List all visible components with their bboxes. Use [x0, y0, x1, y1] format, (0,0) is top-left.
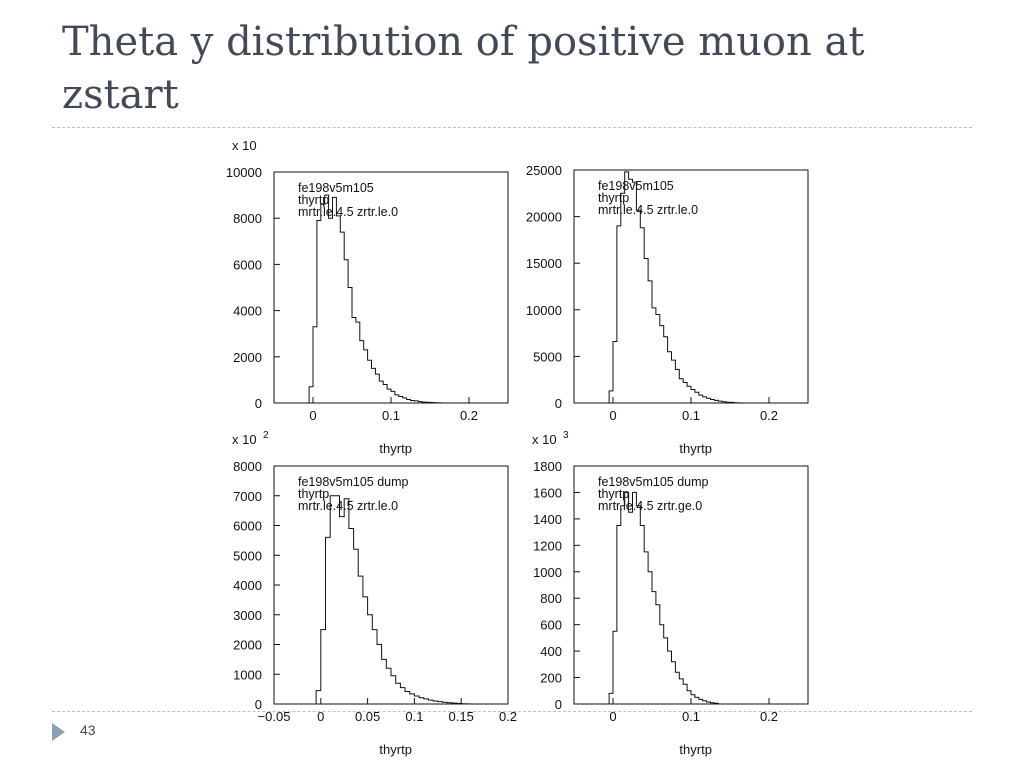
footer-divider [52, 711, 972, 712]
plot-4-y-tick-label: 1000 [533, 565, 562, 580]
plot-3-x-axis-label: thyrtp [379, 742, 412, 757]
plot-1-x-tick-label: 0 [309, 408, 316, 423]
plot-2-y-tick-label: 15000 [526, 256, 562, 271]
plot-2-x-tick-label: 0.1 [682, 408, 700, 423]
plot-1-scale-label: x 10 [232, 138, 257, 153]
slide-title: Theta y distribution of positive muon at… [62, 19, 865, 118]
plot-4-x-tick-label: 0 [609, 709, 616, 724]
plot-4-annotation: thyrtp [598, 487, 629, 501]
plot-3-x-tick-label: 0 [317, 709, 324, 724]
plot-1-annotation: thyrtp [298, 193, 329, 207]
plot-4-histogram [605, 491, 723, 705]
plot-4-scale-exponent: 3 [563, 430, 569, 441]
plot-2-annotation: fe198v5m105 [598, 179, 674, 193]
plot-3-scale-label: x 10 [232, 432, 257, 447]
plot-3-scale-exponent: 2 [263, 430, 269, 441]
plot-2-y-tick-label: 25000 [526, 163, 562, 178]
plot-1-y-tick-label: 2000 [233, 350, 262, 365]
plot-1-x-tick-label: 0.1 [382, 408, 400, 423]
title-divider [52, 127, 972, 128]
plot-3-y-tick-label: 8000 [233, 459, 262, 474]
plot-3-y-tick-label: 4000 [233, 578, 262, 593]
plot-4-y-tick-label: 600 [540, 618, 562, 633]
plot-1-y-tick-label: 10000 [226, 165, 262, 180]
plot-3-annotation: mrtr.le.4.5 zrtr.le.0 [298, 499, 398, 513]
plot-3-y-tick-label: 2000 [233, 638, 262, 653]
plot-3-annotation: fe198v5m105 dump [298, 475, 409, 489]
plot-4-y-tick-label: 1800 [533, 459, 562, 474]
plot-4-y-tick-label: 800 [540, 591, 562, 606]
plot-1-x-axis-label: thyrtp [379, 441, 412, 456]
plot-2-annotation: mrtr.le.4.5 zrtr.le.0 [598, 203, 698, 217]
plot-4-scale-label: x 10 [532, 432, 557, 447]
plot-3-x-tick-label: 0.15 [449, 709, 474, 724]
plot-1-histogram [305, 194, 446, 404]
plot-4-x-tick-label: 0.2 [760, 709, 778, 724]
plot-1-y-tick-label: 8000 [233, 211, 262, 226]
plot-2-annotation: thyrtp [598, 191, 629, 205]
triangle-right-icon [52, 723, 65, 741]
plot-4-y-tick-label: 1200 [533, 538, 562, 553]
plot-4-x-tick-label: 0.1 [682, 709, 700, 724]
plot-1-y-tick-label: 0 [255, 396, 262, 411]
plot-1-annotation: mrtr.le.4.5 zrtr.le.0 [298, 205, 398, 219]
plot-3-x-tick-label: −0.05 [258, 709, 291, 724]
plot-4-y-tick-label: 400 [540, 644, 562, 659]
plot-3-x-tick-label: 0.2 [499, 709, 517, 724]
plot-2-x-axis-label: thyrtp [679, 441, 712, 456]
plot-4-y-tick-label: 1400 [533, 512, 562, 527]
plot-3-y-tick-label: 5000 [233, 548, 262, 563]
plot-2-y-tick-label: 5000 [533, 349, 562, 364]
plot-1-y-tick-label: 6000 [233, 257, 262, 272]
plot-2-x-tick-label: 0.2 [760, 408, 778, 423]
plot-3-y-tick-label: 0 [255, 697, 262, 712]
plot-4-x-axis-label: thyrtp [679, 742, 712, 757]
plot-4-annotation: mrtr.le.4.5 zrtr.ge.0 [598, 499, 702, 513]
plot-4-annotation: fe198v5m105 dump [598, 475, 709, 489]
plot-2-y-tick-label: 0 [555, 396, 562, 411]
plot-3-y-tick-label: 7000 [233, 489, 262, 504]
plot-4-y-tick-label: 200 [540, 671, 562, 686]
plot-3-y-tick-label: 6000 [233, 519, 262, 534]
plot-3-y-tick-label: 1000 [233, 667, 262, 682]
plot-3-x-tick-label: 0.05 [355, 709, 380, 724]
plot-2-y-tick-label: 10000 [526, 303, 562, 318]
plot-1-annotation: fe198v5m105 [298, 181, 374, 195]
plot-2-y-tick-label: 20000 [526, 210, 562, 225]
plot-3-annotation: thyrtp [298, 487, 329, 501]
plot-1-y-tick-label: 4000 [233, 304, 262, 319]
plot-1-x-tick-label: 0.2 [460, 408, 478, 423]
page-number: 43 [80, 722, 96, 738]
plot-3-histogram [311, 495, 476, 705]
plot-3-x-tick-label: 0.1 [405, 709, 423, 724]
plot-2-x-tick-label: 0 [609, 408, 616, 423]
plot-2-histogram [605, 171, 746, 404]
plot-4-y-tick-label: 1600 [533, 485, 562, 500]
plot-4-y-tick-label: 0 [555, 697, 562, 712]
plot-3-y-tick-label: 3000 [233, 608, 262, 623]
